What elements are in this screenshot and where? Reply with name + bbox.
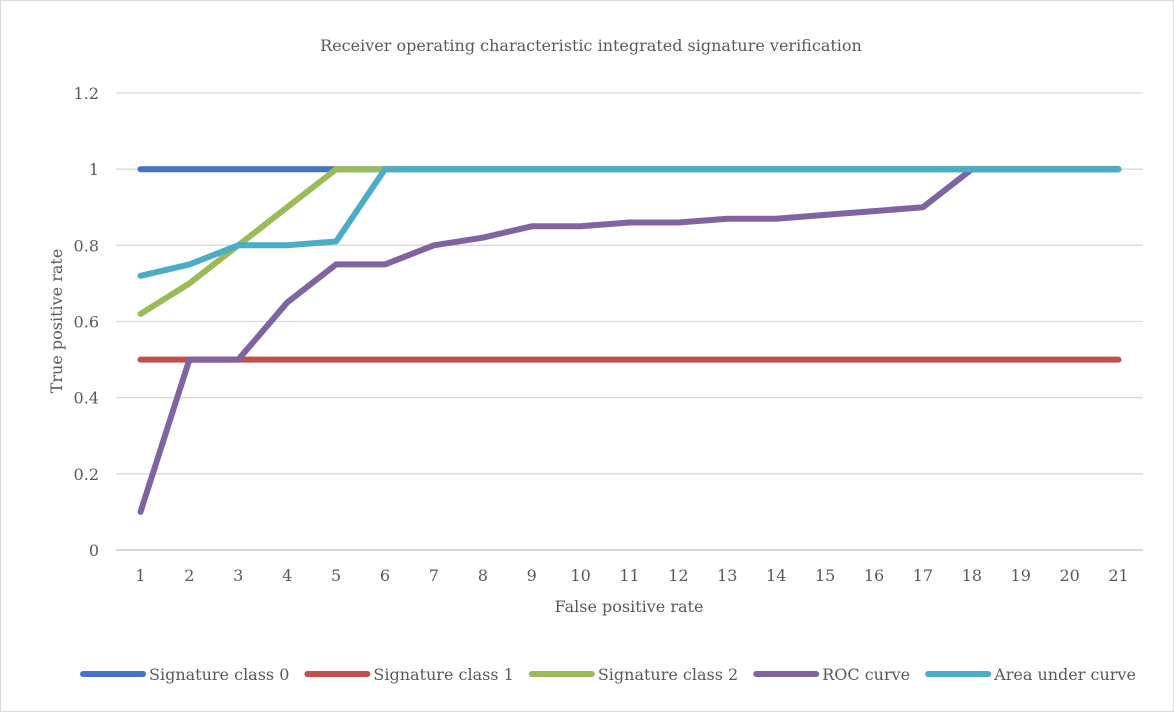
- x-tick-label: 21: [1108, 566, 1128, 585]
- x-axis-ticks: 1 2 3 4 5 6 7 8 9 10 11 12 13 14 15 16 17 18 19 20 21: [135, 566, 1128, 585]
- y-tick-label: 0.2: [74, 465, 99, 484]
- legend: Signature class 0 Signature class 1 Signat…: [80, 665, 1136, 684]
- x-tick-label: 12: [668, 566, 688, 585]
- legend-label: ROC curve: [822, 665, 910, 684]
- legend-item-0: Signature class 0: [80, 665, 289, 684]
- legend-item-3: ROC curve: [753, 665, 910, 684]
- x-tick-label: 11: [619, 566, 639, 585]
- legend-label: Signature class 2: [598, 665, 738, 684]
- x-tick-label: 17: [913, 566, 933, 585]
- legend-label: Signature class 1: [373, 665, 513, 684]
- series-line-2: [137, 166, 1122, 317]
- x-tick-label: 3: [233, 566, 243, 585]
- legend-label: Area under curve: [993, 665, 1136, 684]
- y-axis-label: True positive rate: [47, 249, 66, 394]
- legend-item-2: Signature class 2: [528, 665, 738, 684]
- x-axis-label: False positive rate: [555, 597, 704, 616]
- x-tick-label: 13: [717, 566, 737, 585]
- chart-title: Receiver operating characteristic integr…: [320, 36, 862, 55]
- y-tick-label: 1.2: [74, 84, 99, 103]
- x-tick-label: 8: [478, 566, 488, 585]
- x-tick-label: 2: [184, 566, 194, 585]
- series-line-3: [137, 166, 1122, 515]
- y-tick-label: 0.8: [74, 236, 99, 255]
- x-tick-label: 18: [962, 566, 982, 585]
- y-tick-label: 0.4: [74, 389, 99, 408]
- x-tick-label: 14: [766, 566, 786, 585]
- x-tick-label: 5: [331, 566, 341, 585]
- x-tick-label: 20: [1059, 566, 1079, 585]
- y-tick-label: 0.6: [74, 313, 99, 332]
- x-tick-label: 16: [864, 566, 884, 585]
- x-tick-label: 10: [570, 566, 590, 585]
- series-line-4: [137, 166, 1122, 279]
- x-tick-label: 15: [815, 566, 835, 585]
- y-axis-ticks: 0 0.2 0.4 0.6 0.8 1 1.2: [74, 84, 99, 560]
- x-tick-label: 4: [282, 566, 292, 585]
- x-tick-label: 1: [135, 566, 145, 585]
- y-tick-label: 1: [89, 160, 99, 179]
- x-tick-label: 9: [527, 566, 537, 585]
- legend-item-4: Area under curve: [925, 665, 1136, 684]
- series-lines: [137, 166, 1122, 515]
- x-tick-label: 19: [1011, 566, 1031, 585]
- y-tick-label: 0: [89, 541, 99, 560]
- x-tick-label: 6: [380, 566, 390, 585]
- x-tick-label: 7: [429, 566, 439, 585]
- legend-label: Signature class 0: [149, 665, 289, 684]
- legend-item-1: Signature class 1: [304, 665, 514, 684]
